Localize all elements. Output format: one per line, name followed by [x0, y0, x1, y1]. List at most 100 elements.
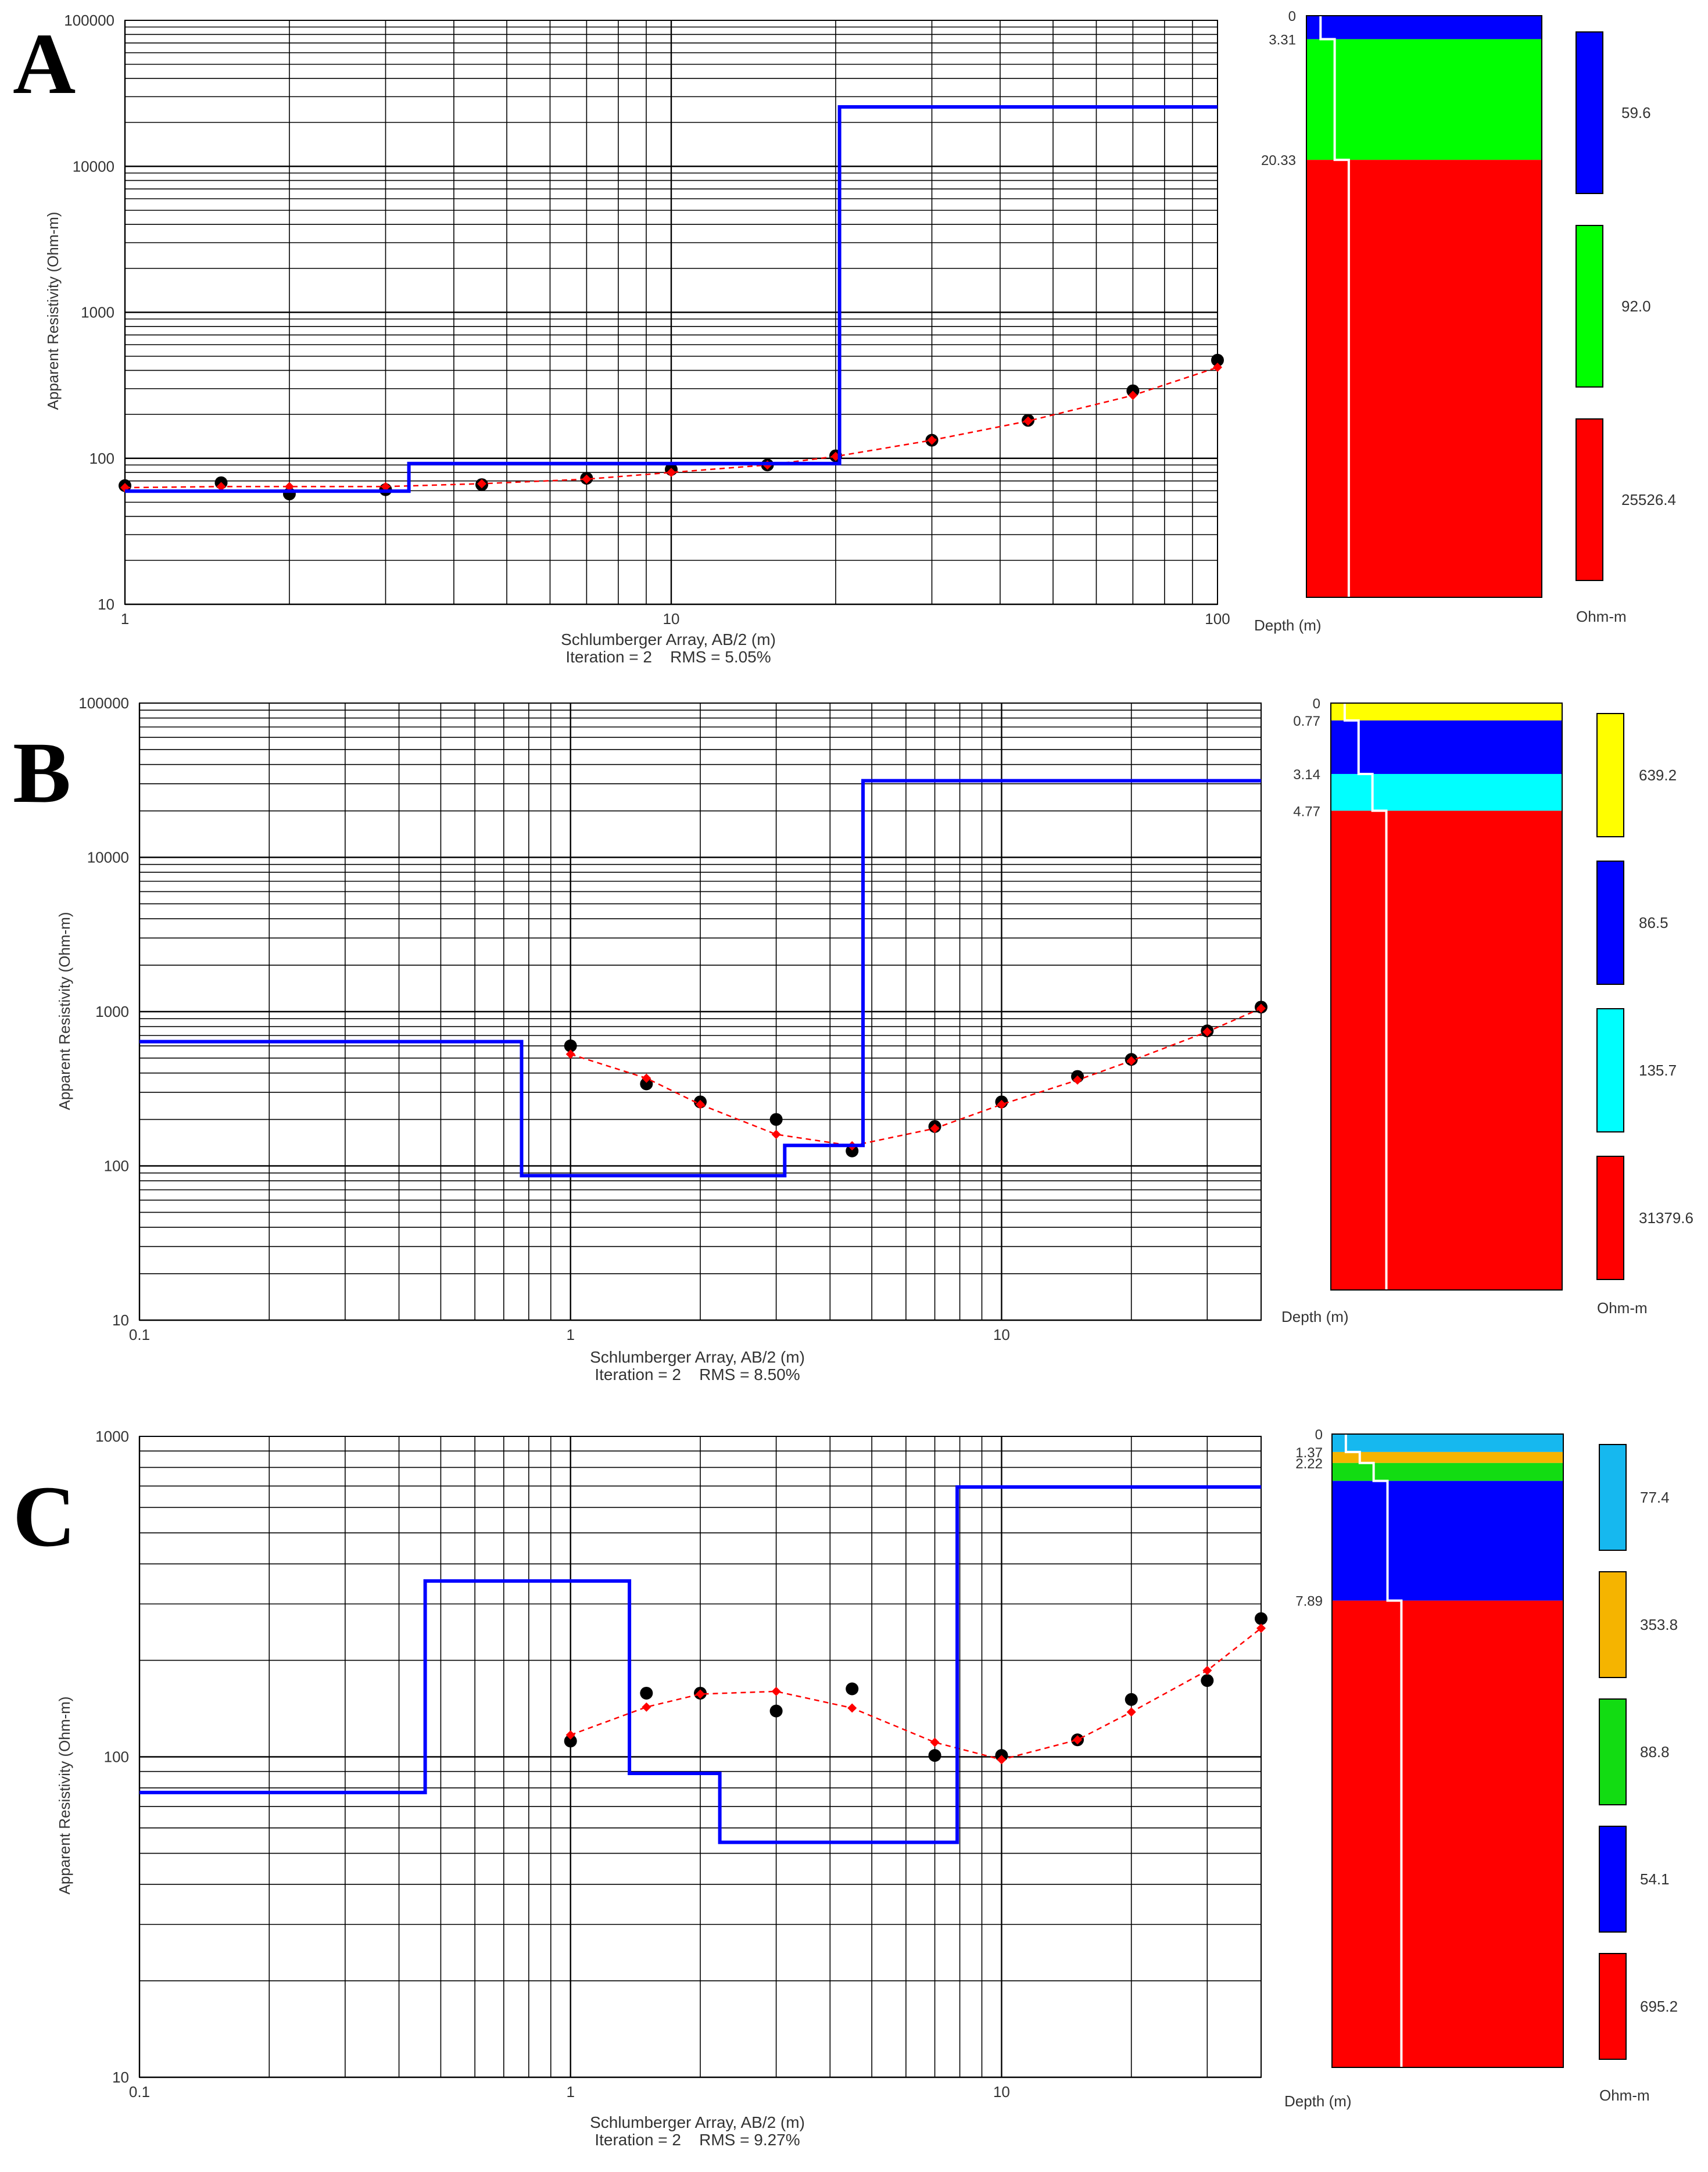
calculated-point	[930, 1737, 940, 1747]
depth-label: Depth (m)	[1254, 617, 1322, 634]
calculated-point	[1256, 1623, 1266, 1633]
observed-point	[1125, 1693, 1138, 1706]
ohm-label: Ohm-m	[1599, 2087, 1650, 2104]
depth-tick-label: 2.22	[1295, 1456, 1323, 1472]
calculated-point	[927, 435, 937, 445]
x-axis-label: Schlumberger Array, AB/2 (m)	[590, 1348, 805, 1366]
calculated-point	[771, 1686, 781, 1696]
legend-swatch	[1596, 1156, 1624, 1280]
legend-swatch	[1575, 418, 1603, 581]
depth-tick-label: 7.89	[1295, 1594, 1323, 1610]
depth-tick-label: 4.77	[1293, 804, 1320, 819]
plot-area: 1 10 100 10 100 1000 10000 100000	[64, 12, 1230, 628]
calculated-point	[565, 1049, 575, 1059]
calculated-point	[771, 1130, 781, 1139]
depth-tick-label: 3.14	[1293, 767, 1320, 783]
depth-tick-label: 0	[1315, 1427, 1323, 1443]
calculated-point	[1213, 363, 1222, 372]
calculated-point	[642, 1702, 651, 1712]
legend-value: 353.8	[1640, 1616, 1678, 1633]
depth-tick-label: 0	[1288, 9, 1296, 24]
calculated-point	[1256, 1003, 1266, 1013]
x-tick-label: 100	[1205, 610, 1230, 628]
legend-value: 77.4	[1640, 1489, 1670, 1506]
calculated-point	[696, 1099, 705, 1109]
legend-value: 695.2	[1640, 1998, 1678, 2015]
iteration-rms-label: Iteration = 2 RMS = 5.05%	[565, 648, 771, 666]
column-frame	[1330, 703, 1563, 1291]
model-step-line	[139, 1485, 1261, 1844]
observed-point	[564, 1734, 577, 1748]
legend-swatch	[1599, 1571, 1627, 1678]
calculated-point	[1128, 390, 1138, 400]
depth-tick-label: 1.37	[1295, 1445, 1323, 1461]
depth-tick-label: 0.77	[1293, 714, 1320, 729]
calculated-point	[1073, 1075, 1083, 1085]
y-tick-label: 10	[98, 596, 114, 613]
layer-block	[1332, 1434, 1563, 1452]
panel-b-svg: B Apparent Resistivity (Ohm-m) Schlumber…	[13, 694, 1693, 1384]
observed-point	[928, 1749, 941, 1762]
legend-value: 59.6	[1621, 104, 1651, 121]
calculated-point	[381, 482, 391, 492]
observed-point	[1201, 1674, 1214, 1687]
calculated-point	[997, 1755, 1007, 1765]
panel-a-svg: A Apparent Resistivity (Ohm-m) Schlumber…	[13, 9, 1676, 666]
observed-point	[1255, 1612, 1267, 1625]
layer-block	[1306, 16, 1542, 40]
calculated-point	[216, 482, 226, 492]
plot-area: 0.1 1 10 10 100 1000	[95, 1428, 1267, 2101]
x-tick-label: 0.1	[129, 1326, 150, 1343]
legend-swatch	[1599, 1698, 1627, 1805]
calculated-point	[1202, 1665, 1212, 1675]
depth-tick-label: 3.31	[1269, 32, 1296, 48]
legend-value: 31379.6	[1639, 1209, 1693, 1227]
legend-swatch	[1575, 225, 1603, 388]
x-tick-label: 10	[993, 1326, 1010, 1343]
legend-swatch	[1599, 1826, 1627, 1933]
calculated-point	[696, 1689, 705, 1699]
calculated-point	[930, 1123, 940, 1133]
profile-outline	[1344, 1434, 1403, 2067]
layer-column: 0 0.77 3.14 4.77 639.2 86.5 135.7 31379.6	[1293, 696, 1693, 1291]
layer-block	[1306, 39, 1542, 160]
y-tick-label: 100	[89, 450, 114, 467]
layer-block	[1331, 773, 1562, 811]
calculated-point	[997, 1099, 1007, 1109]
legend-swatch	[1596, 1008, 1624, 1132]
column-frame	[1331, 1433, 1564, 2068]
legend-swatch	[1596, 713, 1624, 837]
panel-label: C	[13, 1468, 76, 1565]
observed-point	[769, 1113, 783, 1126]
profile-outline	[1319, 16, 1350, 597]
panel-label: B	[13, 725, 71, 821]
legend-value: 25526.4	[1621, 491, 1676, 508]
observed-point	[640, 1686, 653, 1700]
panel-b: B Apparent Resistivity (Ohm-m) Schlumber…	[0, 686, 1708, 1406]
legend-swatch	[1596, 861, 1624, 985]
y-tick-label: 10	[112, 2069, 129, 2086]
y-tick-label: 100	[104, 1748, 129, 1766]
panel-a: A Apparent Resistivity (Ohm-m) Schlumber…	[0, 0, 1708, 674]
calculated-point	[284, 482, 294, 492]
layer-block	[1331, 720, 1562, 774]
calculated-point	[1023, 416, 1033, 426]
layer-block	[1331, 703, 1562, 721]
x-tick-label: 10	[993, 2083, 1010, 2101]
calculated-point	[642, 1073, 651, 1083]
layer-block	[1332, 1600, 1563, 2067]
x-axis-label: Schlumberger Array, AB/2 (m)	[590, 2113, 805, 2131]
ohm-label: Ohm-m	[1576, 608, 1627, 625]
y-tick-label: 100000	[78, 694, 129, 712]
y-axis-label: Apparent Resistivity (Ohm-m)	[44, 212, 62, 410]
x-tick-label: 1	[566, 2083, 574, 2101]
legend-value: 135.7	[1639, 1062, 1677, 1079]
layer-block	[1306, 160, 1542, 597]
y-axis-label: Apparent Resistivity (Ohm-m)	[56, 1697, 73, 1895]
observed-point	[1211, 353, 1224, 367]
calculated-point	[477, 479, 487, 489]
depth-tick-label: 20.33	[1261, 153, 1296, 169]
legend-swatch	[1575, 31, 1603, 194]
column-frame	[1306, 15, 1542, 598]
x-axis-label: Schlumberger Array, AB/2 (m)	[561, 630, 776, 648]
